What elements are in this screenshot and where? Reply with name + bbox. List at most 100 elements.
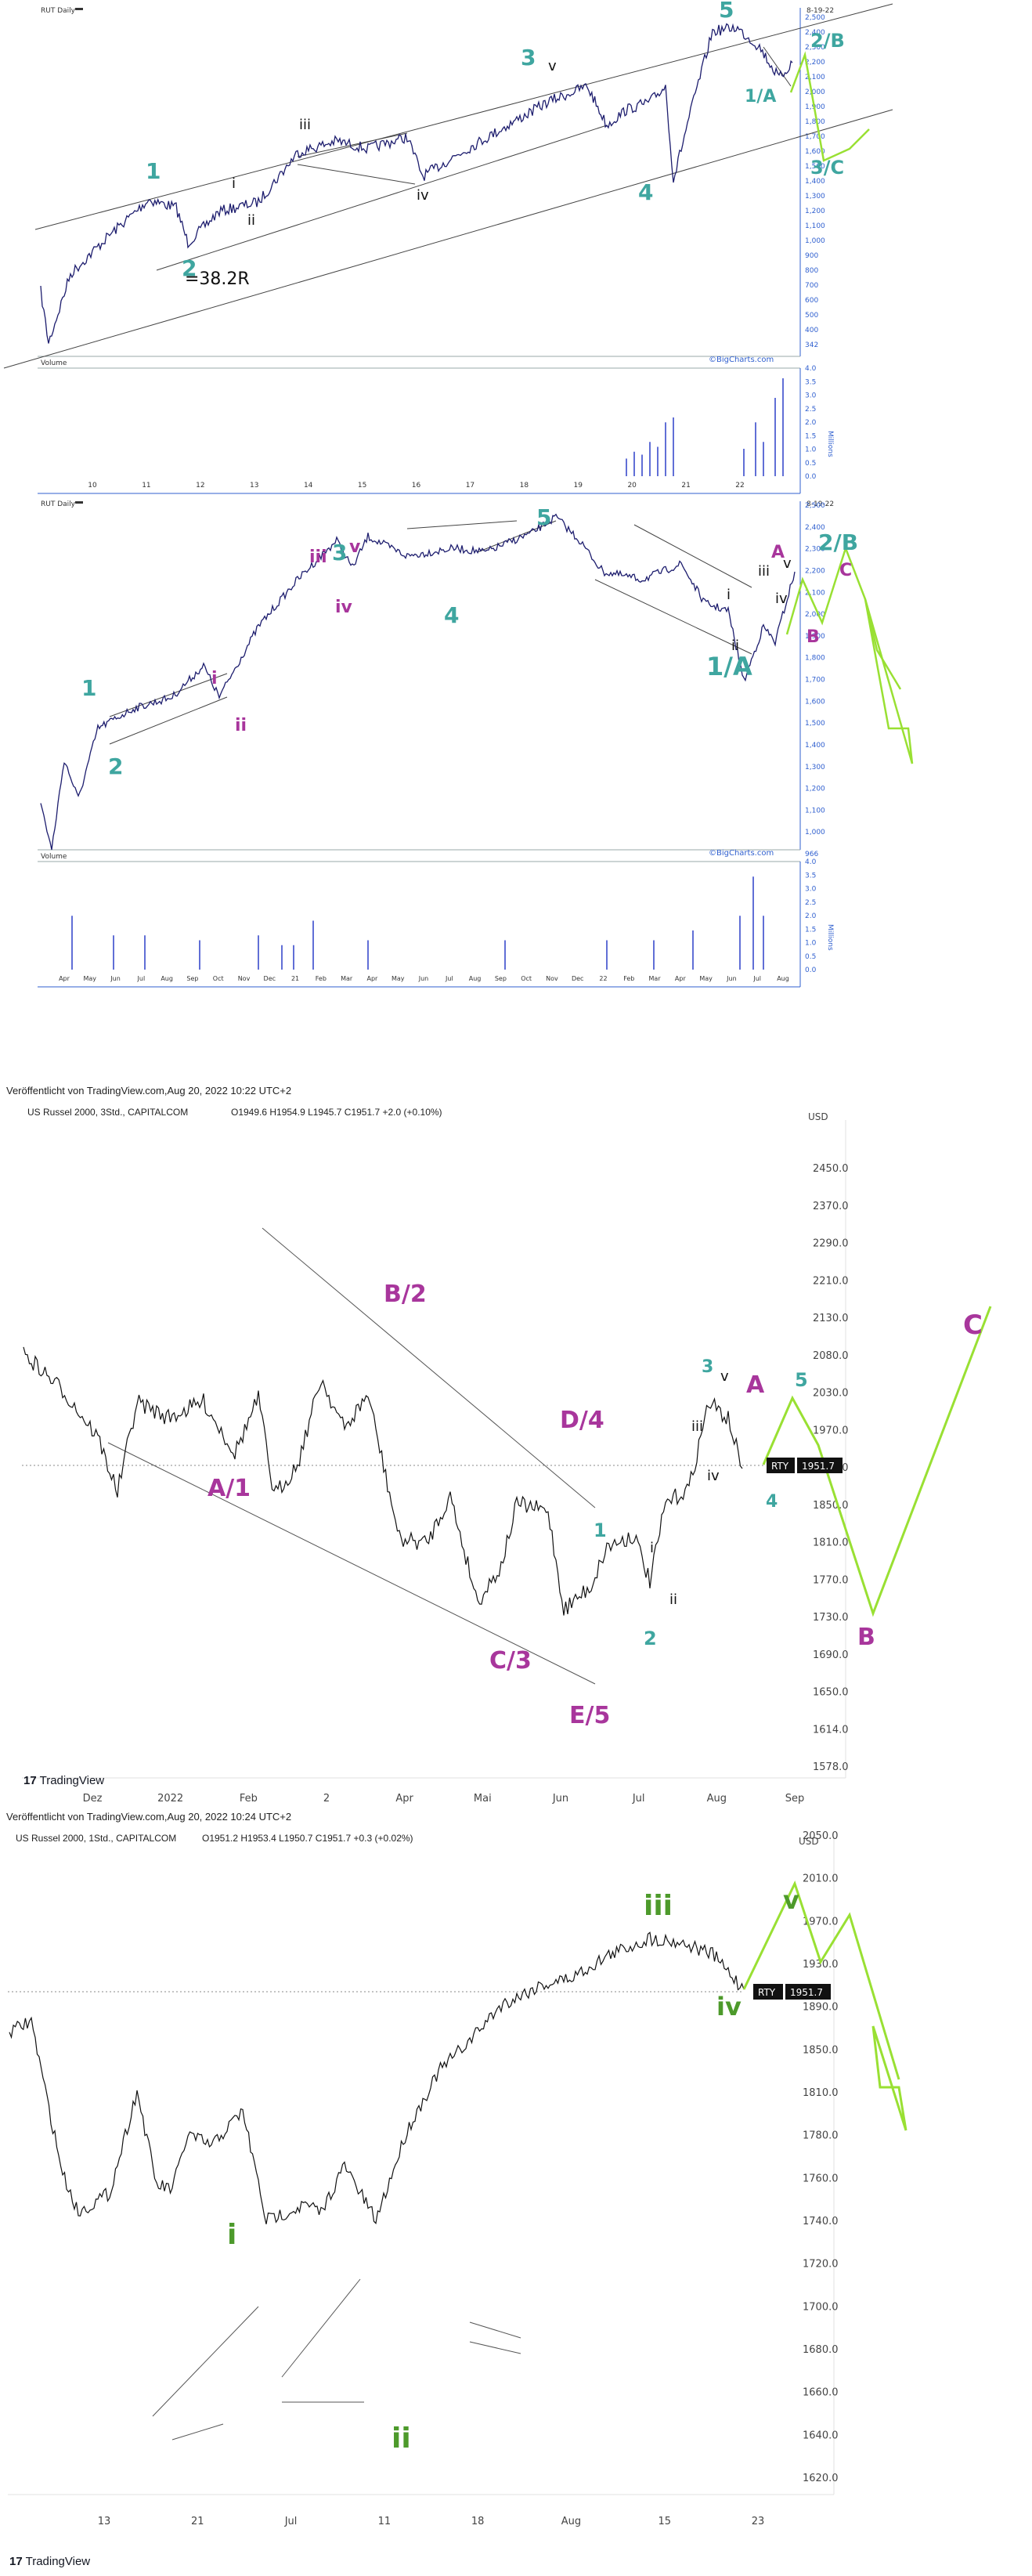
time-axis: Dez 2022 Feb 2 Apr Mai Jun Jul Aug Sep bbox=[83, 1793, 805, 1805]
y-tick-label: 1660.0 bbox=[803, 2387, 839, 2399]
x-tick-label: Jul bbox=[445, 975, 453, 982]
time-axis: 13 21 Jul 11 18 Aug 15 23 bbox=[98, 2516, 765, 2527]
y-tick-label: 1,100 bbox=[805, 807, 825, 815]
y-tick-label: 3.5 bbox=[805, 872, 816, 880]
x-tick-label: Aug bbox=[777, 975, 789, 982]
symbol-tag: RTY bbox=[753, 1984, 783, 2000]
x-tick-label: Sep bbox=[785, 1793, 805, 1805]
triangle-line-2 bbox=[109, 696, 228, 745]
last-price-text: 1951.7 bbox=[802, 1461, 835, 1472]
channel-upper-line bbox=[34, 3, 893, 230]
triangle-line-3 bbox=[406, 520, 518, 529]
wave-label-iv: iv bbox=[707, 1468, 720, 1484]
tradingview-logo-text: TradingView bbox=[25, 2555, 91, 2568]
triangle-line-6 bbox=[594, 579, 752, 655]
channel-lower-line bbox=[3, 109, 893, 369]
wave-label-iv: iv bbox=[417, 187, 429, 204]
y-tick-label: 2450.0 bbox=[813, 1163, 849, 1175]
y-tick-label: 1.5 bbox=[805, 432, 816, 440]
projection-path bbox=[789, 51, 870, 162]
y-tick-label: 2,100 bbox=[805, 589, 825, 597]
wave-label-i: i bbox=[727, 587, 731, 603]
tv2-logo[interactable]: 17 TradingView bbox=[9, 2555, 90, 2568]
wave-label-ii: ii bbox=[669, 1591, 677, 1608]
y-tick-label: 1,100 bbox=[805, 222, 825, 230]
panel2-frame bbox=[38, 501, 801, 988]
volume-label: Volume bbox=[41, 853, 67, 861]
wave-label-5: 5 bbox=[719, 0, 734, 23]
wave-label-1: 1 bbox=[146, 158, 161, 184]
y-tick-label: 2.0 bbox=[805, 912, 817, 920]
price-line bbox=[40, 23, 793, 344]
chart-menu-icon[interactable] bbox=[75, 8, 83, 10]
y-tick-label: 1690.0 bbox=[813, 1649, 849, 1661]
tv2-title: US Russel 2000, 1Std., CAPITALCOM bbox=[16, 1833, 177, 1844]
x-tick-label: 21 bbox=[291, 975, 299, 982]
wave-label-iii: iii bbox=[691, 1418, 703, 1435]
wave-label-v: v bbox=[720, 1368, 729, 1385]
x-tick-label: 2 bbox=[323, 1793, 330, 1805]
y-tick-label: 400 bbox=[805, 327, 818, 334]
y-tick-label: 1770.0 bbox=[813, 1574, 849, 1586]
y-tick-label: 2210.0 bbox=[813, 1275, 849, 1287]
y-tick-label: 0.5 bbox=[805, 953, 816, 961]
wave-label-d-4: D/4 bbox=[560, 1407, 604, 1434]
y-tick-label: 1,300 bbox=[805, 193, 825, 201]
y-tick-label: 1,600 bbox=[805, 148, 825, 156]
chart-menu-icon[interactable] bbox=[75, 501, 83, 504]
y-tick-label: 342 bbox=[805, 341, 818, 349]
price-line bbox=[23, 1346, 743, 1616]
y-tick-label: 1970.0 bbox=[813, 1425, 849, 1436]
y-tick-label: 1,600 bbox=[805, 698, 825, 706]
currency-label: USD bbox=[808, 1111, 828, 1122]
wave-label-ii: ii bbox=[247, 212, 255, 229]
y-tick-label: 2.0 bbox=[805, 419, 817, 427]
wave-label-b: B bbox=[806, 627, 820, 647]
y-tick-label: 4.0 bbox=[805, 365, 817, 373]
y-tick-label: 1850.0 bbox=[803, 2044, 839, 2056]
x-tick-label: Apr bbox=[395, 1793, 413, 1805]
wave-label-ii: ii bbox=[392, 2422, 411, 2455]
wave-label-a: A bbox=[746, 1371, 765, 1399]
volume-axis: 4.0 3.5 3.0 2.5 2.0 1.5 1.0 0.5 0.0 bbox=[805, 365, 817, 481]
y-tick-label: 1,800 bbox=[805, 118, 825, 126]
wave-label-ii: ii bbox=[731, 638, 739, 654]
y-tick-label: 1,300 bbox=[805, 764, 825, 771]
x-tick-label: 16 bbox=[412, 482, 421, 490]
wave-label-i: i bbox=[227, 2219, 236, 2251]
wave-label-c-3: C/3 bbox=[489, 1647, 532, 1675]
chart-date: 8-19-22 bbox=[806, 500, 834, 508]
triangle-line-b bbox=[171, 2423, 224, 2441]
x-tick-label: Aug bbox=[469, 975, 482, 982]
wave-label-v: v bbox=[548, 58, 557, 74]
wave-label-1: 1 bbox=[81, 675, 96, 701]
wave-label-v: v bbox=[349, 537, 361, 557]
tradingview-logo-icon: 17 bbox=[23, 1774, 37, 1787]
price-axis: 2,5002,4002,3002,2002,1002,0001,9001,800… bbox=[805, 14, 825, 349]
y-tick-label: 1,200 bbox=[805, 208, 825, 215]
y-tick-label: 2,500 bbox=[805, 14, 825, 22]
y-tick-label: 1614.0 bbox=[813, 1724, 849, 1736]
bigcharts-credit: ©BigCharts.com bbox=[709, 849, 774, 858]
x-tick-label: 19 bbox=[574, 482, 583, 490]
volume-units: Millions bbox=[826, 924, 834, 951]
x-tick-label: Jun bbox=[552, 1793, 568, 1805]
symbol-tag-text: RTY bbox=[758, 1987, 776, 1998]
wave-label-b: B bbox=[857, 1624, 875, 1651]
projection-arrow bbox=[871, 2025, 908, 2131]
y-tick-label: 1.0 bbox=[805, 446, 817, 454]
last-price-tag: 1951.7 bbox=[785, 1984, 831, 2000]
x-tick-label: 14 bbox=[304, 482, 313, 490]
x-tick-label: 18 bbox=[471, 2516, 485, 2527]
wave-label-38-2r: =38.2R bbox=[185, 269, 250, 289]
x-tick-label: Mai bbox=[474, 1793, 492, 1805]
wave-label-i: i bbox=[211, 669, 218, 688]
tv1-logo[interactable]: 17 TradingView bbox=[23, 1774, 104, 1787]
x-tick-label: 11 bbox=[378, 2516, 392, 2527]
x-tick-label: May bbox=[84, 975, 97, 982]
tv2-published: Veröffentlicht von TradingView.com,Aug 2… bbox=[6, 1811, 292, 1823]
y-tick-label: 1,200 bbox=[805, 786, 825, 793]
y-tick-label: 1760.0 bbox=[803, 2173, 839, 2184]
y-tick-label: 500 bbox=[805, 312, 818, 320]
y-tick-label: 2050.0 bbox=[803, 1830, 839, 1842]
